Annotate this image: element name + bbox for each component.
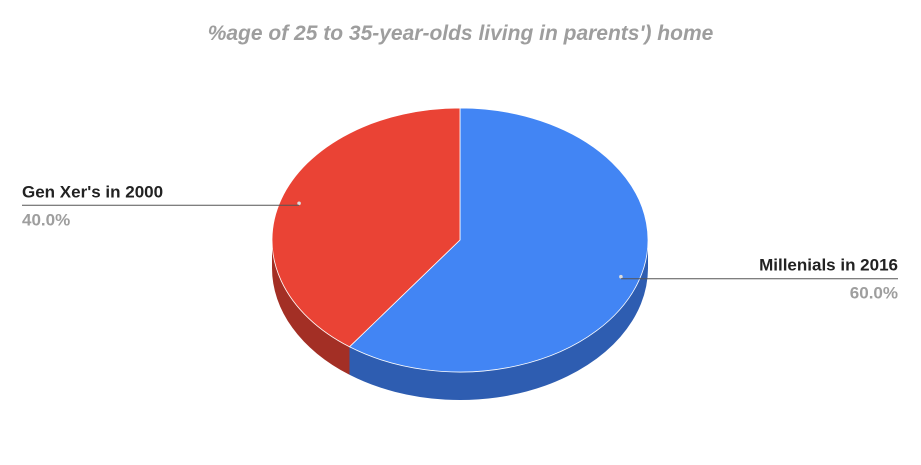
label-anchor-dot	[297, 201, 301, 206]
slice-labels: Millenials in 2016 60.0% Gen Xer's in 2000…	[22, 182, 898, 303]
pie-side-2	[272, 240, 350, 375]
label-anchor-dot	[619, 274, 623, 279]
pie-slice-2[interactable]	[271, 107, 461, 348]
slice-value-label: 60.0%	[850, 284, 898, 303]
pie-slice-1[interactable]	[348, 107, 649, 373]
slice-label: Gen Xer's in 2000	[22, 182, 163, 201]
slice-value-label: 40.0%	[22, 210, 70, 229]
pie-slices	[271, 107, 649, 373]
pie-side-walls	[272, 240, 648, 401]
slice-label: Millenials in 2016	[759, 256, 898, 275]
pie-side-1	[349, 240, 648, 401]
chart-title: %age of 25 to 35-year-olds living in par…	[207, 22, 714, 45]
